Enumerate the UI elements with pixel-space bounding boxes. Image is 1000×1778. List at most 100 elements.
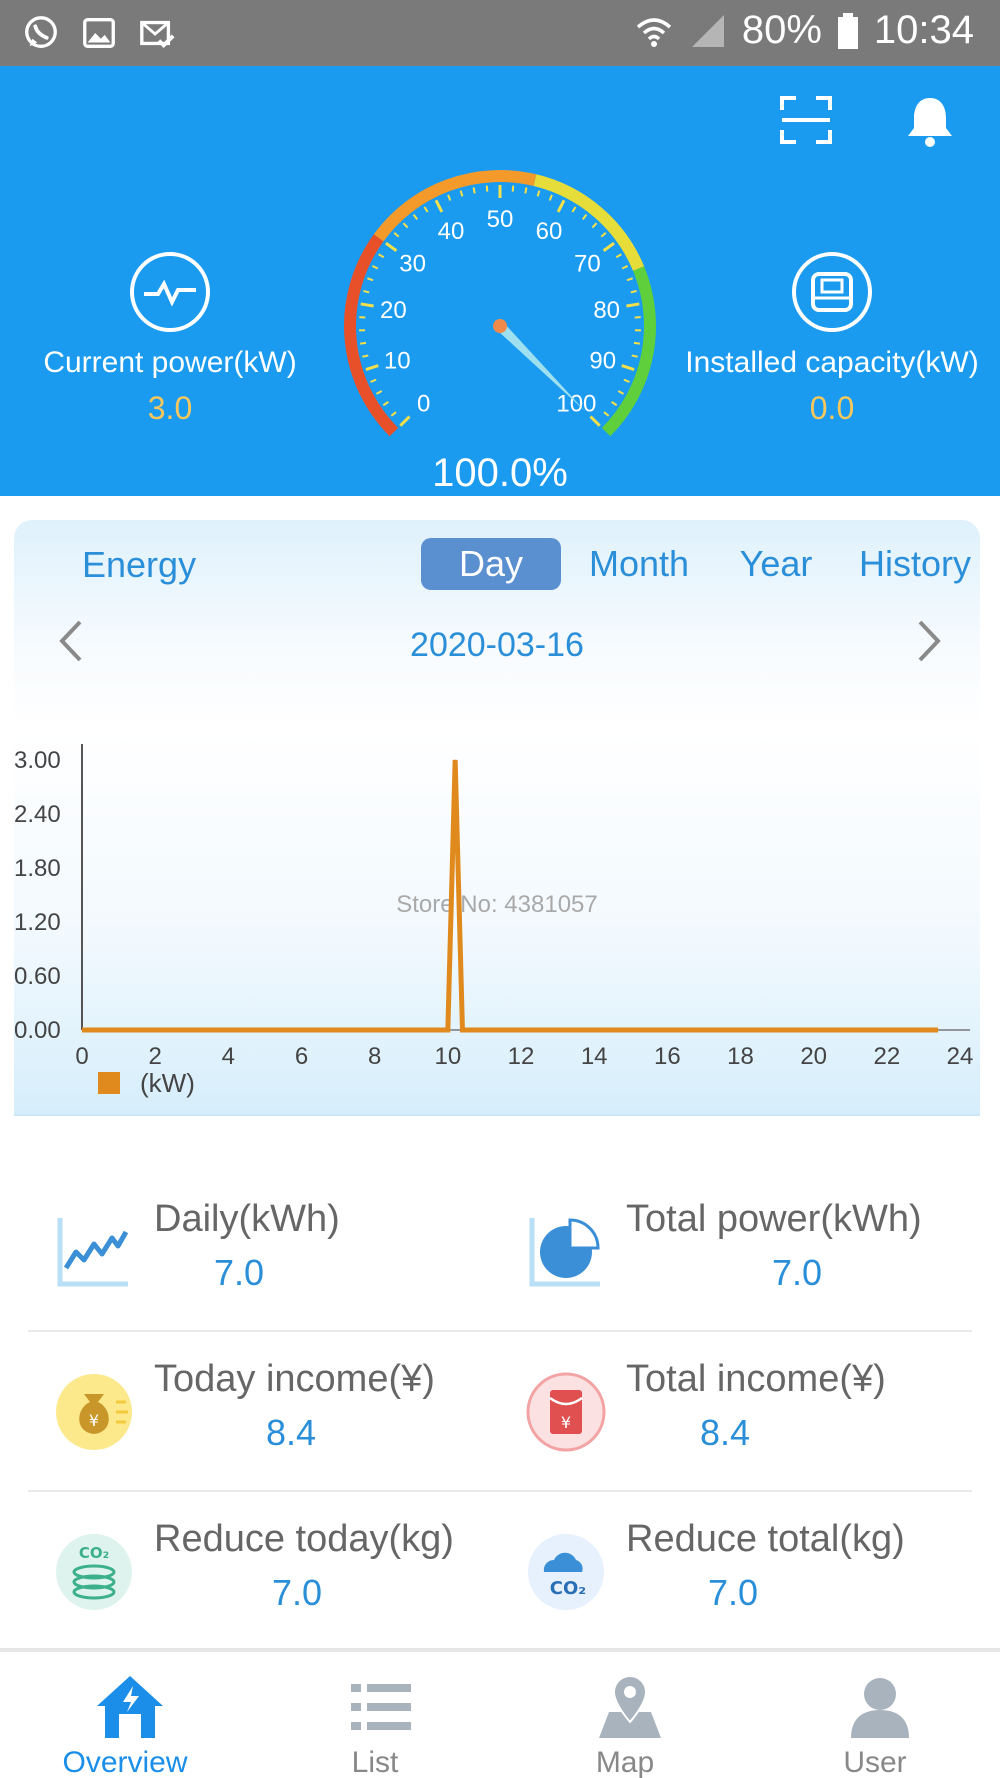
tab-month[interactable]: Month (588, 543, 690, 584)
svg-text:CO₂: CO₂ (79, 1544, 109, 1562)
money-bag-icon: ¥ (56, 1374, 132, 1450)
chart-watermark: Store No: 4381057 (396, 891, 597, 918)
stat-total-income-value: 8.4 (700, 1412, 751, 1453)
tab-year[interactable]: Year (739, 543, 813, 584)
stat-total-power: Total power(kWh) 7.0 (500, 1188, 970, 1318)
legend-label: (kW) (140, 1068, 195, 1098)
svg-text:¥: ¥ (561, 1413, 571, 1432)
gauge-tick (611, 401, 618, 407)
data-point (447, 1029, 449, 1031)
gauge-tick (600, 232, 607, 238)
gauge-arc-segment (344, 234, 399, 437)
gauge-tick-label: 80 (593, 297, 620, 324)
gauge-tick-label: 60 (536, 218, 563, 245)
stat-reduce-total-value: 7.0 (708, 1572, 759, 1613)
energy-title: Energy (82, 544, 197, 585)
trend-chart-icon (57, 1218, 129, 1287)
battery-icon (837, 12, 858, 49)
co2-cloud-icon: CO₂ (528, 1534, 604, 1610)
gauge-tick (359, 341, 367, 345)
nav-user-label: User (843, 1746, 907, 1778)
data-point (81, 1029, 83, 1031)
gauge-tick (472, 187, 476, 194)
scan-icon[interactable] (776, 90, 836, 150)
nav-user[interactable]: User (750, 1652, 1000, 1778)
co2-coins-icon: CO₂ (56, 1534, 132, 1610)
gauge-tick (485, 185, 489, 192)
stat-total-income: ¥ Total income(¥) 8.4 (500, 1348, 970, 1478)
gauge-tick (371, 265, 379, 270)
nav-map[interactable]: Map (500, 1652, 750, 1778)
stat-row-reduce: CO₂ Reduce today(kg) 7.0 CO₂ Reduce tota… (28, 1492, 972, 1652)
stat-daily-value: 7.0 (214, 1252, 265, 1293)
stat-today-income-label: Today income(¥) (154, 1358, 435, 1400)
x-tick-label: 2 (148, 1043, 161, 1070)
current-power-metric: Current power(kW) 3.0 (20, 252, 320, 427)
wifi-icon (636, 17, 671, 47)
chevron-right-icon[interactable] (914, 618, 944, 664)
nav-list[interactable]: List (250, 1652, 500, 1778)
energy-chart: Store No: 4381057 0.00 0.60 1.20 1.80 2.40 3.0… (14, 744, 973, 1098)
gauge-tick (603, 411, 610, 417)
gauge-tick (536, 190, 541, 197)
inverter-icon (792, 252, 872, 332)
gauge-arc-segment (533, 174, 645, 271)
gauge-arc-segment (373, 170, 537, 242)
gauge-tick (365, 364, 379, 371)
gauge-tick-label: 20 (380, 297, 407, 324)
pie-chart-icon (529, 1218, 600, 1287)
gauge-tick (459, 190, 464, 197)
gauge-tick (589, 415, 601, 427)
bottom-nav: Overview List Map User (0, 1648, 1000, 1778)
map-icon (599, 1674, 661, 1738)
gauge-tick (626, 277, 634, 282)
gauge-tick (615, 253, 622, 259)
gauge-tick (511, 185, 515, 192)
stats-grid: Daily(kWh) 7.0 Total power(kWh) 7.0 ¥ To… (28, 1172, 972, 1652)
tab-day[interactable]: Day (421, 538, 561, 590)
x-tick-label: 12 (508, 1043, 535, 1070)
stat-today-income: ¥ Today income(¥) 8.4 (28, 1348, 498, 1478)
gauge-tick (370, 378, 377, 383)
gauge-tick (571, 206, 577, 213)
stat-row-energy: Daily(kWh) 7.0 Total power(kWh) 7.0 (28, 1172, 972, 1332)
gauge-tick (363, 289, 370, 294)
stat-row-income: ¥ Today income(¥) 8.4 ¥ Total income(¥) … (28, 1332, 972, 1492)
gauge-tick (382, 401, 389, 407)
energy-card: Energy Day Month Year History 2020-03-16… (14, 520, 980, 1116)
gauge-tick (375, 390, 383, 395)
gauge-tick (602, 241, 615, 252)
x-tick-label: 22 (873, 1043, 900, 1070)
y-tick-label: 0.60 (14, 963, 61, 990)
status-bar: 80% 10:34 (0, 0, 1000, 66)
gauge-tick (591, 222, 598, 229)
installed-capacity-value: 0.0 (809, 390, 855, 426)
x-tick-label: 14 (581, 1043, 608, 1070)
stat-reduce-today-label: Reduce today(kg) (154, 1518, 454, 1560)
gauge-percent: 100.0% (432, 451, 568, 495)
y-tick-label: 2.40 (14, 801, 61, 828)
chevron-left-icon[interactable] (56, 618, 86, 664)
y-tick-label: 3.00 (14, 747, 61, 774)
x-tick-label: 0 (75, 1043, 88, 1070)
header-panel: Current power(kW) 3.0 Installed capacity… (0, 66, 1000, 496)
gauge-tick (617, 390, 625, 395)
data-point (937, 1029, 939, 1031)
gauge-tick-label: 30 (399, 251, 426, 278)
data-point (461, 1029, 463, 1031)
y-tick-label: 1.80 (14, 855, 61, 882)
tab-history[interactable]: History (858, 543, 971, 584)
power-gauge: 010 20 30 40 50 60 70 80 90 100 100.0% (344, 170, 656, 495)
current-power-label: Current power(kW) (43, 346, 297, 379)
gauge-tick (626, 302, 640, 308)
bell-icon[interactable] (900, 90, 960, 150)
gauge-tick (366, 277, 374, 282)
nav-overview[interactable]: Overview (0, 1652, 250, 1778)
y-tick-label: 0.00 (14, 1017, 61, 1044)
stat-today-income-value: 8.4 (266, 1412, 317, 1453)
data-point (454, 759, 456, 761)
svg-text:CO₂: CO₂ (550, 1578, 586, 1599)
gauge-arc-segment (601, 266, 656, 437)
gauge-tick (423, 206, 429, 213)
signal-icon (691, 14, 724, 47)
